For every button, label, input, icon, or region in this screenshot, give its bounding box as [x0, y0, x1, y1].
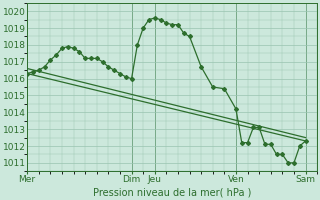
- X-axis label: Pression niveau de la mer( hPa ): Pression niveau de la mer( hPa ): [93, 187, 251, 197]
